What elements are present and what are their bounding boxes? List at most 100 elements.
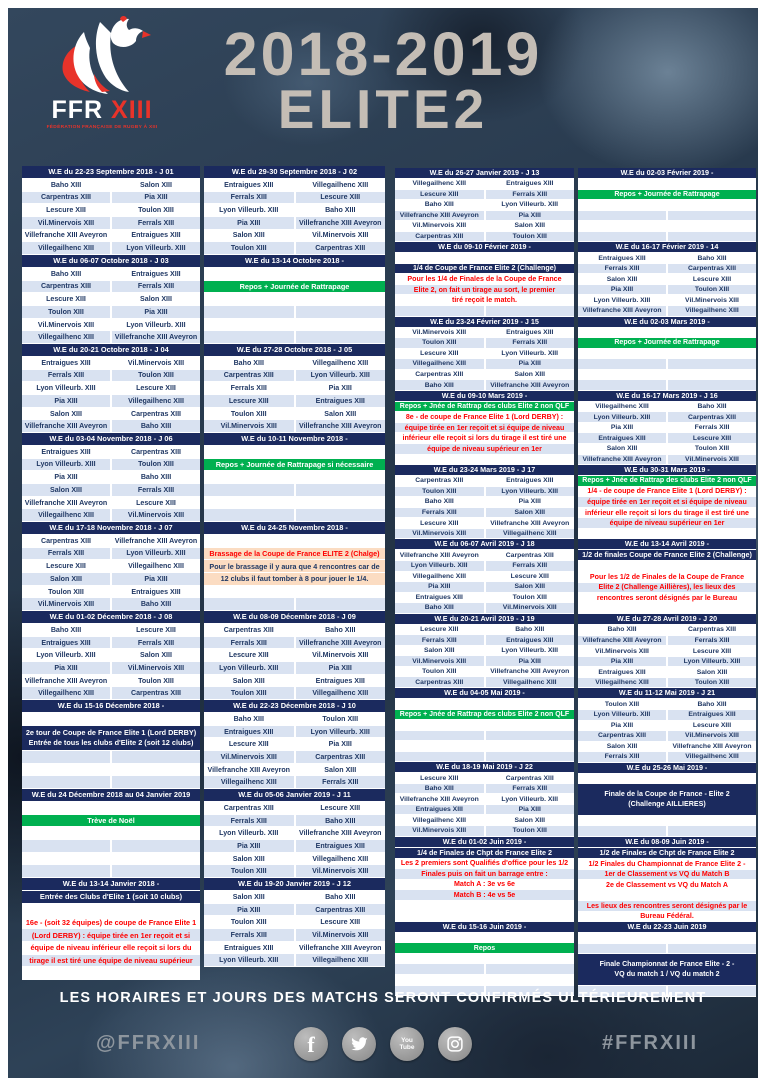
team-cell: Lyon Villeurb. XIII <box>668 656 756 667</box>
empty-cell <box>295 585 385 598</box>
table-header: W.E du 10-11 Novembre 2018 - <box>204 433 385 446</box>
match-row: Salon XIII Carpentras XIII <box>22 407 200 421</box>
match-row: Lyon Villeurb. XIII Entraigues XIII <box>578 709 756 721</box>
twitter-icon[interactable] <box>342 1027 376 1061</box>
team-cell: Villegailhenc XIII <box>22 687 110 700</box>
cup-banner: 1/4 de Coupe de France Elite 2 (Challeng… <box>395 263 574 274</box>
team-cell: Salon XIII <box>485 221 574 231</box>
match-row: Vil.Minervois XIII Salon XIII <box>395 221 574 232</box>
team-cell: Villegailhenc XIII <box>485 677 574 687</box>
team-cell: Lyon Villeurb. XIII <box>485 200 574 210</box>
empty-row <box>22 776 200 790</box>
empty-cell <box>112 865 200 878</box>
note-row: inférieur elle reçoit si lors du tirage … <box>395 433 574 445</box>
team-cell: Villefranche XIII Aveyron <box>295 941 385 954</box>
match-row: Villegailhenc XIII Lescure XIII <box>395 571 574 583</box>
table-header: W.E du 08-09 Juin 2019 - <box>578 836 756 848</box>
team-cell: Vil.Minervois XIII <box>295 929 385 941</box>
table-header: 1/2 de Finales de Chpt de France Elite 2 <box>578 847 756 859</box>
fixture-table: W.E du 09-10 Mars 2019 - Repos + Jnée de … <box>395 390 574 466</box>
team-cell: Vil.Minervois XIII <box>395 528 484 539</box>
team-cell: Baho XIII <box>485 624 574 635</box>
team-cell: Salon XIII <box>395 645 484 656</box>
empty-row <box>395 900 574 912</box>
team-cell: Salon XIII <box>578 274 666 284</box>
empty-cell <box>578 528 666 539</box>
empty-cell <box>668 933 756 943</box>
empty-row <box>395 911 574 922</box>
team-cell: Vil.Minervois XIII <box>395 327 484 338</box>
empty-row <box>395 932 574 944</box>
team-cell: Lyon Villeurb. XIII <box>485 348 574 359</box>
table-header: W.E du 22-23 Septembre 2018 - J 01 <box>22 166 200 179</box>
team-cell: Baho XIII <box>578 625 666 635</box>
match-row: Lescure XIII Baho XIII <box>395 624 574 636</box>
empty-cell <box>112 802 200 814</box>
team-cell: Lyon Villeurb. XIII <box>112 318 200 331</box>
team-cell: Baho XIII <box>395 200 484 210</box>
table-header: W.E du 22-23 Juin 2019 <box>578 922 756 934</box>
team-cell: Pia XIII <box>295 382 385 394</box>
note-text: équipe de niveau inférieur elle reçoit s… <box>22 941 200 954</box>
team-cell: Vil.Minervois XIII <box>395 825 484 836</box>
match-row: Vil.Minervois XIII Lescure XIII <box>578 646 756 657</box>
empty-row <box>395 964 574 975</box>
match-row: Baho XIII Lescure XIII <box>22 623 200 637</box>
schedule-notice: LES HORAIRES ET JOURS DES MATCHS SERONT … <box>59 990 707 1006</box>
team-cell: Toulon XIII <box>204 242 294 255</box>
team-cell: Villefranche XIII Aveyron <box>295 636 385 649</box>
rest-banner-row: Repos + Jnée de Rattrap des clubs Elite … <box>395 401 574 413</box>
empty-cell <box>395 253 484 263</box>
team-cell: Entraigues XIII <box>22 636 110 649</box>
team-cell: Pia XIII <box>485 210 574 221</box>
cup-banner-line: VQ du match 1 / VQ du match 2 <box>614 969 720 978</box>
fixture-table: W.E du 25-26 Mai 2019 - Finale de la Coup… <box>578 762 756 837</box>
team-cell: Toulon XIII <box>204 865 294 878</box>
team-cell: Villegailhenc XIII <box>112 560 200 573</box>
empty-cell <box>112 967 200 980</box>
fixture-table: W.E du 24-25 Novembre 2018 - Brassage de … <box>204 522 385 612</box>
table-header: W.E du 02-03 Mars 2019 - <box>578 316 756 328</box>
team-cell: Lyon Villeurb. XIII <box>22 458 110 471</box>
youtube-glyph: You Tube <box>399 1036 415 1051</box>
facebook-icon[interactable]: f <box>294 1027 328 1061</box>
fixture-table: W.E du 20-21 Octobre 2018 - J 04 Entraigu… <box>22 344 200 434</box>
instagram-icon[interactable] <box>438 1027 472 1061</box>
empty-cell <box>22 751 110 763</box>
team-cell: Carpentras XIII <box>204 369 294 382</box>
team-cell: Vil.Minervois XIII <box>22 216 110 229</box>
match-row: Pia XIII Carpentras XIII <box>204 903 385 917</box>
table-header: W.E du 19-20 Janvier 2019 - J 12 <box>204 878 385 892</box>
note-text: équipe de niveau supérieur en 1er <box>578 518 756 528</box>
match-row: Baho XIII Ferrals XIII <box>395 783 574 795</box>
table-header: W.E du 17-18 Novembre 2018 - J 07 <box>22 522 200 535</box>
empty-cell <box>22 763 110 776</box>
note-text: Finales puis on fait un barrage entre : <box>395 869 574 879</box>
fixture-table: W.E du 22-23 Décembre 2018 - J 10 Baho XI… <box>204 700 385 790</box>
team-cell: Entraigues XIII <box>395 804 484 815</box>
team-cell: Lyon Villeurb. XIII <box>22 649 110 662</box>
note-text: tirage il est tiré une équipe de niveau … <box>22 954 200 967</box>
match-row: Villefranche XIII Aveyron Villegailhenc X… <box>578 306 756 317</box>
team-cell: Entraigues XIII <box>22 356 110 369</box>
match-row: Villegailhenc XIII Carpentras XIII <box>22 687 200 701</box>
team-cell: Baho XIII <box>668 401 756 412</box>
note-text: (Lord DERBY) : équipe tirée en 1er reçoi… <box>22 929 200 941</box>
team-cell: Lescure XIII <box>204 738 294 751</box>
team-cell: Ferrals XIII <box>295 776 385 789</box>
team-cell: Entraigues XIII <box>395 592 484 603</box>
match-row: Pia XIII Ferrals XIII <box>578 422 756 434</box>
match-row: Ferrals XIII Lescure XIII <box>204 191 385 205</box>
brassage-row: Pour le brassage il y aura que 4 rencont… <box>204 560 385 574</box>
youtube-icon[interactable]: You Tube <box>390 1027 424 1061</box>
note-text: 8e - de coupe de France Elite 1 (Lord DE… <box>395 412 574 422</box>
empty-row <box>578 200 756 211</box>
empty-cell <box>295 318 385 331</box>
team-cell: Ferrals XIII <box>668 635 756 646</box>
fixture-table: W.E du 08-09 Juin 2019 -1/2 de Finales d… <box>578 836 756 923</box>
team-cell: Villegailhenc XIII <box>295 687 385 700</box>
team-cell: Ferrals XIII <box>485 560 574 571</box>
team-cell: Baho XIII <box>204 356 294 369</box>
empty-cell <box>204 496 294 509</box>
team-cell: Salon XIII <box>295 407 385 420</box>
